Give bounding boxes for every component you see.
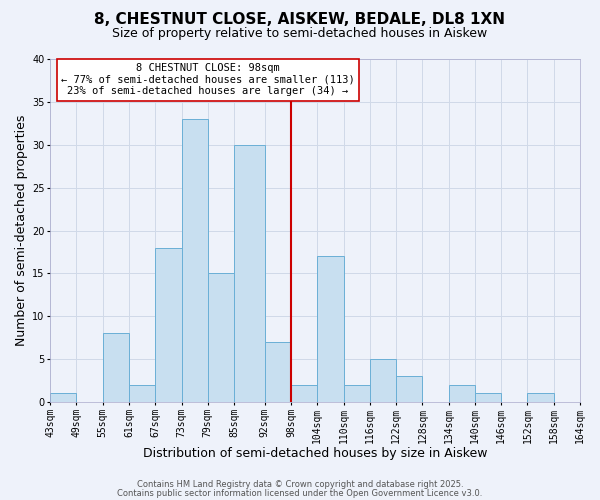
Y-axis label: Number of semi-detached properties: Number of semi-detached properties [15,115,28,346]
Bar [291,385,317,402]
Bar [370,359,396,402]
Text: Contains HM Land Registry data © Crown copyright and database right 2025.: Contains HM Land Registry data © Crown c… [137,480,463,489]
Bar [527,394,554,402]
Text: 8 CHESTNUT CLOSE: 98sqm
← 77% of semi-detached houses are smaller (113)
23% of s: 8 CHESTNUT CLOSE: 98sqm ← 77% of semi-de… [61,64,355,96]
Bar [155,248,182,402]
Bar [208,274,234,402]
Bar [129,385,155,402]
Bar [50,394,76,402]
Bar [103,334,129,402]
Bar [265,342,291,402]
Bar [317,256,344,402]
Text: 8, CHESTNUT CLOSE, AISKEW, BEDALE, DL8 1XN: 8, CHESTNUT CLOSE, AISKEW, BEDALE, DL8 1… [95,12,505,28]
X-axis label: Distribution of semi-detached houses by size in Aiskew: Distribution of semi-detached houses by … [143,447,487,460]
Bar [449,385,475,402]
Bar [234,145,265,402]
Bar [475,394,501,402]
Bar [182,119,208,402]
Text: Contains public sector information licensed under the Open Government Licence v3: Contains public sector information licen… [118,488,482,498]
Text: Size of property relative to semi-detached houses in Aiskew: Size of property relative to semi-detach… [112,28,488,40]
Bar [396,376,422,402]
Bar [344,385,370,402]
